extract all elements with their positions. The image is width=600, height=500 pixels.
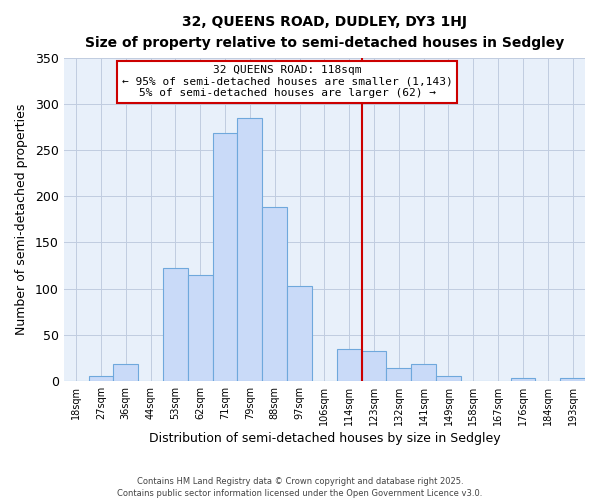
Bar (188, 274, 212, 381)
Bar (262, 208, 287, 381)
Bar (113, 364, 138, 381)
Text: Contains HM Land Registry data © Crown copyright and database right 2025.
Contai: Contains HM Land Registry data © Crown c… (118, 476, 482, 498)
Bar (511, 378, 535, 381)
Bar (89, 376, 113, 381)
Bar (287, 286, 312, 381)
Bar (163, 268, 188, 381)
Bar (212, 134, 238, 381)
Bar (337, 348, 362, 381)
Y-axis label: Number of semi-detached properties: Number of semi-detached properties (15, 104, 28, 335)
Bar (386, 368, 411, 381)
Bar (238, 118, 262, 381)
Bar (560, 378, 585, 381)
Bar (362, 352, 386, 381)
Bar (436, 376, 461, 381)
Bar (411, 364, 436, 381)
Text: 32 QUEENS ROAD: 118sqm
← 95% of semi-detached houses are smaller (1,143)
5% of s: 32 QUEENS ROAD: 118sqm ← 95% of semi-det… (122, 65, 452, 98)
X-axis label: Distribution of semi-detached houses by size in Sedgley: Distribution of semi-detached houses by … (149, 432, 500, 445)
Title: 32, QUEENS ROAD, DUDLEY, DY3 1HJ
Size of property relative to semi-detached hous: 32, QUEENS ROAD, DUDLEY, DY3 1HJ Size of… (85, 15, 564, 50)
